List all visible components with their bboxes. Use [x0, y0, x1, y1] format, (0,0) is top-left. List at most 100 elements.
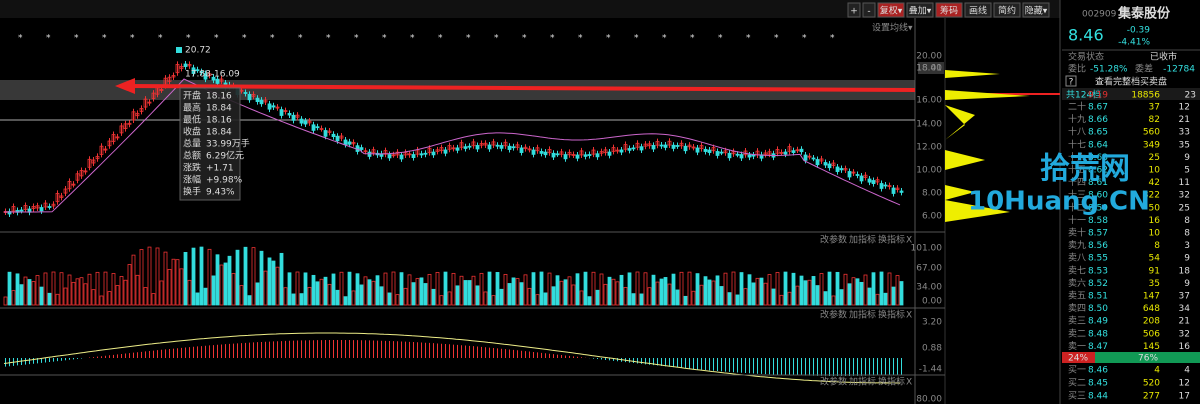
- toolbar: [0, 0, 1060, 18]
- marker: *: [214, 34, 219, 44]
- volume-bar: [11, 290, 16, 306]
- volume-bar: [499, 288, 504, 306]
- volume-bar: [243, 246, 248, 306]
- toolbar-button[interactable]: [993, 2, 1021, 18]
- label: 24%: [1068, 354, 1088, 364]
- label: 4: [1154, 366, 1160, 376]
- label[interactable]: 简约: [998, 5, 1016, 17]
- label[interactable]: X: [906, 236, 912, 246]
- candle: [327, 130, 332, 133]
- candle: [195, 69, 200, 72]
- label: 648: [1143, 304, 1160, 314]
- label[interactable]: 改参数: [820, 376, 847, 388]
- volume-bar: [191, 247, 196, 306]
- candle: [731, 151, 736, 155]
- volume-bar: [451, 272, 456, 306]
- volume-bar: [679, 271, 684, 306]
- label[interactable]: X: [906, 378, 912, 388]
- candle: [259, 99, 264, 105]
- candle: [883, 184, 888, 187]
- candle: [283, 110, 288, 112]
- toolbar-button[interactable]: [862, 2, 876, 18]
- volume-bar: [463, 280, 468, 306]
- label: 卖五: [1068, 291, 1086, 302]
- toolbar-button[interactable]: [877, 2, 905, 18]
- label: 8.63: [1088, 153, 1108, 163]
- volume-bar: [227, 255, 232, 306]
- volume-bar: [279, 252, 284, 306]
- label[interactable]: 加指标: [849, 234, 876, 246]
- label: 买三: [1068, 391, 1086, 402]
- toolbar-button[interactable]: [1022, 2, 1050, 18]
- toolbar-button[interactable]: [935, 2, 963, 18]
- volume-bar: [299, 293, 304, 306]
- label[interactable]: 复权▾: [880, 5, 903, 17]
- candle: [199, 71, 204, 73]
- label[interactable]: 改参数: [820, 309, 847, 321]
- toolbar-button[interactable]: [906, 2, 934, 18]
- label: 349: [1143, 140, 1160, 150]
- candle: [255, 97, 260, 103]
- label: +9.98%: [206, 176, 243, 186]
- label: 8: [1184, 216, 1190, 226]
- candle: [439, 147, 444, 152]
- volume-bar: [211, 275, 216, 306]
- candle: [463, 146, 468, 149]
- label: 集泰股份: [1117, 6, 1171, 22]
- label[interactable]: 加指标: [849, 376, 876, 388]
- candle: [651, 145, 656, 150]
- marker: *: [522, 34, 527, 44]
- candle: [411, 154, 416, 158]
- volume-bar: [591, 271, 596, 306]
- label[interactable]: 筹码: [940, 5, 958, 17]
- volume-bar: [43, 272, 48, 306]
- label[interactable]: 查看完整档买卖盘: [1095, 76, 1167, 88]
- candle: [175, 64, 180, 74]
- toolbar-button[interactable]: [964, 2, 992, 18]
- candle: [819, 158, 824, 162]
- label[interactable]: +: [850, 7, 858, 17]
- volume-bar: [571, 284, 576, 306]
- label: 二十: [1068, 101, 1086, 113]
- label: 卖四: [1068, 303, 1086, 314]
- toolbar-button[interactable]: [847, 2, 861, 18]
- candle: [823, 162, 828, 166]
- label[interactable]: 换指标: [878, 309, 905, 321]
- candle: [123, 123, 128, 129]
- label[interactable]: 画线: [969, 5, 987, 17]
- label: 101.00: [911, 244, 943, 254]
- volume-bar: [99, 295, 104, 306]
- volume-bar: [583, 271, 588, 306]
- label[interactable]: 换指标: [878, 234, 905, 246]
- candle: [467, 145, 472, 148]
- volume-bar: [851, 277, 856, 306]
- label: 9: [1184, 254, 1190, 264]
- candle: [483, 142, 488, 146]
- label: 91: [1149, 266, 1160, 276]
- volume-bar: [875, 293, 880, 306]
- label: 最低: [183, 114, 201, 126]
- macd-line: [3, 332, 900, 384]
- volume-bar: [215, 254, 220, 306]
- candle: [215, 78, 220, 84]
- volume-bar: [183, 251, 188, 306]
- label[interactable]: 换指标: [878, 376, 905, 388]
- volume-bar: [291, 293, 296, 306]
- volume-bar: [455, 285, 460, 306]
- label: 8.61: [1088, 178, 1108, 188]
- candle: [531, 149, 536, 155]
- label[interactable]: X: [906, 311, 912, 321]
- label[interactable]: -: [867, 7, 870, 17]
- volume-bar: [387, 292, 392, 306]
- volume-bar: [355, 273, 360, 306]
- label[interactable]: 隐藏▾: [1025, 5, 1048, 17]
- total-row: [1062, 88, 1200, 100]
- label[interactable]: 加指标: [849, 309, 876, 321]
- label[interactable]: 叠加▾: [909, 6, 932, 17]
- candle: [39, 207, 44, 212]
- candle: [619, 149, 624, 153]
- candle: [735, 153, 740, 156]
- volume-bar: [715, 275, 720, 306]
- label[interactable]: 改参数: [820, 234, 847, 246]
- candle: [71, 183, 76, 186]
